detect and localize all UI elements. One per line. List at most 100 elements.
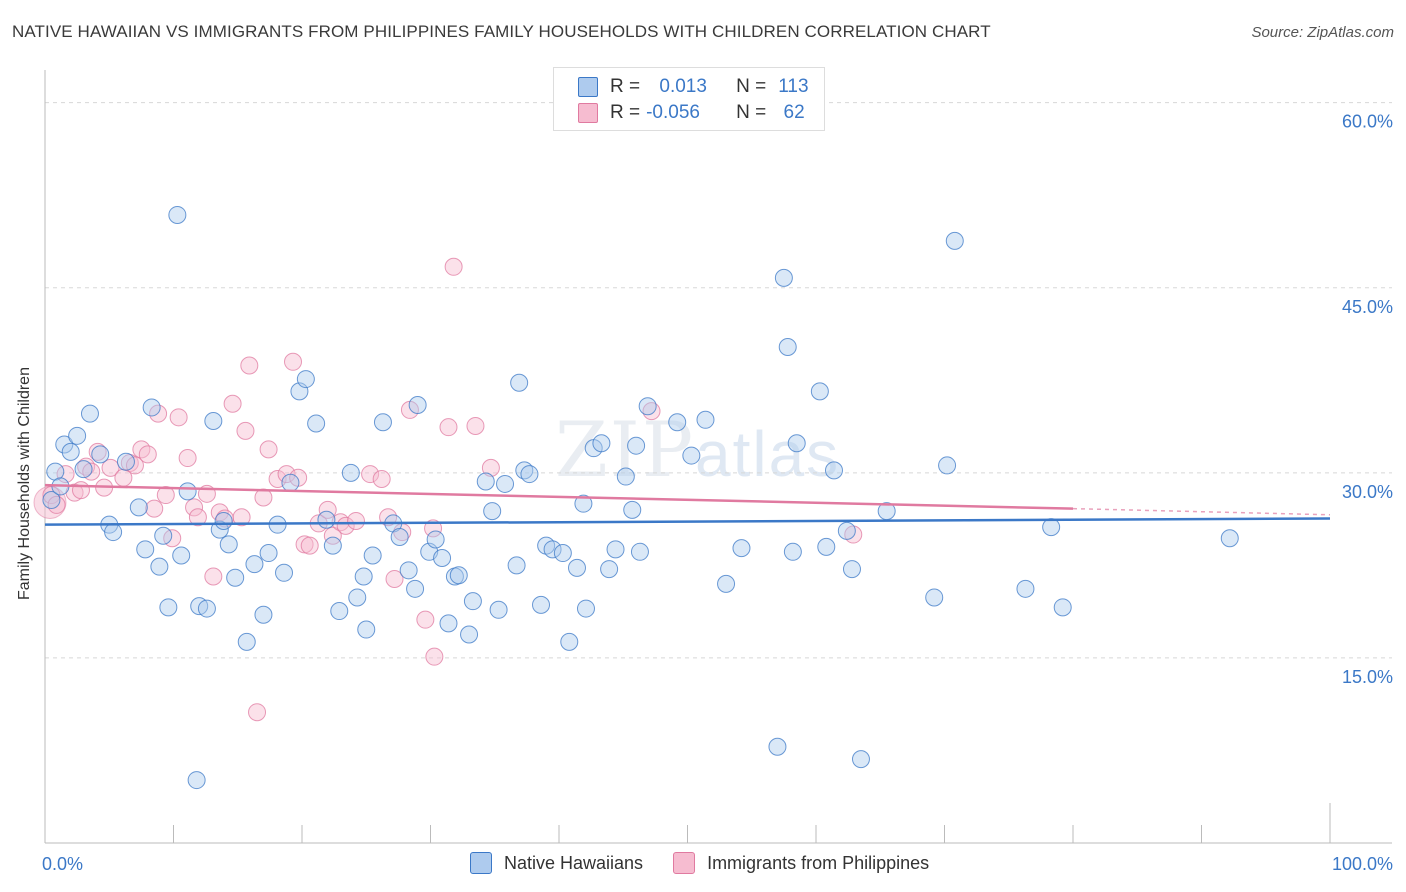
y-tick-label: 60.0% [1342, 112, 1393, 132]
correlation-legend: R = 0.013 N = 113 R = -0.056 N = 62 [553, 67, 825, 131]
philippines-point [425, 647, 444, 666]
native-hawaiian-point [129, 498, 148, 517]
native-hawaiian-point [357, 620, 376, 639]
philippines-point [101, 458, 120, 477]
native-hawaiian-point [476, 472, 495, 491]
native-hawaiian-point [237, 632, 256, 651]
native-hawaiian-point [496, 474, 515, 493]
philippines-trendline-extension [1072, 507, 1331, 516]
native-hawaiian-point [210, 520, 229, 539]
native-hawaiian-point [515, 461, 534, 480]
philippines-point [47, 495, 66, 514]
chart-title: NATIVE HAWAIIAN VS IMMIGRANTS FROM PHILI… [12, 22, 991, 41]
native-hawaiian-point [363, 546, 382, 565]
philippines-point [185, 498, 204, 517]
legend-n-value: 62 [778, 102, 805, 123]
native-hawaiian-point [668, 413, 687, 432]
legend-n-label: N = [736, 76, 767, 97]
native-hawaiian-point [774, 268, 793, 287]
philippines-point [346, 511, 365, 530]
philippines-point [439, 418, 458, 437]
philippines-point [424, 519, 443, 538]
native-hawaiian-point [187, 771, 206, 790]
y-tick-label: 15.0% [1342, 667, 1393, 687]
native-hawaiian-point [567, 558, 586, 577]
native-hawaiian-point [136, 540, 155, 559]
watermark: ZIPatlas [555, 405, 840, 494]
native-hawaiian-point [945, 231, 964, 250]
native-hawaiian-point [460, 625, 479, 644]
philippines-point [284, 352, 303, 371]
philippines-point [466, 416, 485, 435]
native-hawaiian-trendline [44, 517, 1331, 526]
series-legend-item-philippines: Immigrants from Philippines [673, 852, 929, 874]
native-hawaiian-point [574, 494, 593, 513]
philippines-point [300, 536, 319, 555]
native-hawaiian-point [576, 599, 595, 618]
native-hawaiian-point [1016, 579, 1035, 598]
native-hawaiian-point [606, 540, 625, 559]
native-hawaiian-point [623, 500, 642, 519]
native-hawaiian-point [104, 523, 123, 542]
native-hawaiian-point [116, 452, 135, 471]
native-hawaiian-point [938, 456, 957, 475]
native-hawaiian-point [406, 579, 425, 598]
native-hawaiian-point [433, 548, 452, 567]
philippines-point [259, 440, 278, 459]
series-legend-item-native-hawaiians: Native Hawaiians [470, 852, 643, 874]
native-hawaiian-point [323, 536, 342, 555]
native-hawaiian-point [275, 563, 294, 582]
source-label: Source: ZipAtlas.com [1251, 24, 1394, 41]
series-legend-label: Immigrants from Philippines [707, 852, 930, 873]
native-hawaiian-point [507, 556, 526, 575]
native-hawaiian-point [768, 737, 787, 756]
philippines-point [71, 481, 90, 500]
native-hawaiian-point [810, 382, 829, 401]
native-hawaiian-point [783, 542, 802, 561]
philippines-point [138, 445, 157, 464]
native-hawaiian-point [55, 435, 74, 454]
native-hawaiian-point [851, 750, 870, 769]
native-hawaiian-point [817, 537, 836, 556]
watermark-zip: ZIP [555, 405, 695, 494]
native-hawaiian-point [600, 560, 619, 579]
native-hawaiian-point [354, 567, 373, 586]
native-hawaiian-point [532, 595, 551, 614]
native-hawaiian-point [159, 598, 178, 617]
native-hawaiian-point [638, 397, 657, 416]
native-hawaiian-point [842, 560, 861, 579]
native-hawaiian-point [824, 461, 843, 480]
native-hawaiian-point [463, 592, 482, 611]
philippines-point [277, 465, 296, 484]
legend-n-label: N = [736, 102, 767, 123]
native-hawaiian-point [1042, 518, 1061, 537]
philippines-point [232, 508, 251, 527]
philippines-point [444, 257, 463, 276]
native-hawaiian-point [732, 539, 751, 558]
philippines-point [223, 394, 242, 413]
philippines-point [361, 465, 380, 484]
native-hawaiian-point [150, 557, 169, 576]
native-hawaiian-point [1053, 598, 1072, 617]
series-swatch-pink [673, 852, 696, 874]
native-hawaiian-point [348, 588, 367, 607]
native-hawaiian-point [91, 445, 110, 464]
native-hawaiian-point [449, 566, 468, 585]
philippines-point [416, 610, 435, 629]
philippines-point [240, 356, 259, 375]
philippines-point [178, 449, 197, 468]
native-hawaiian-point [214, 511, 233, 530]
legend-r-label: R = [610, 76, 641, 97]
legend-r-value: -0.056 [646, 102, 700, 123]
native-hawaiian-point [281, 473, 300, 492]
native-hawaiian-point [1220, 529, 1239, 548]
native-hawaiian-point [307, 414, 326, 433]
native-hawaiian-point [510, 373, 529, 392]
philippines-point [336, 516, 355, 535]
native-hawaiian-point [172, 546, 191, 565]
philippines-point [188, 508, 207, 527]
native-hawaiian-point [226, 568, 245, 587]
native-hawaiian-point [560, 632, 579, 651]
native-hawaiian-point [439, 614, 458, 633]
native-hawaiian-point [68, 426, 87, 445]
